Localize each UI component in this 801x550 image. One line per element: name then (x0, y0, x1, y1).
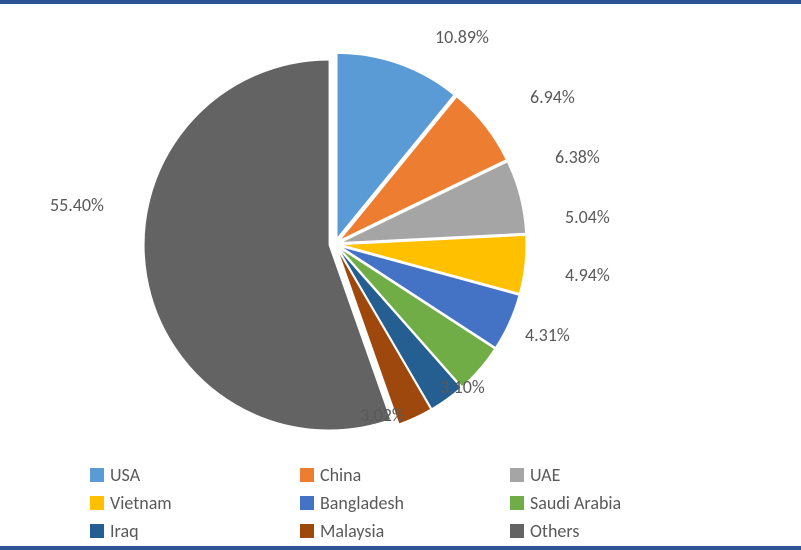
datalabel-malaysia: 3.02% (360, 404, 405, 426)
legend-item-bangladesh: Bangladesh (300, 492, 500, 514)
legend-item-iraq: Iraq (90, 520, 290, 542)
legend-label: China (320, 464, 361, 486)
datalabel-china: 6.94% (530, 86, 575, 108)
datalabel-iraq: 3.10% (440, 376, 485, 398)
datalabel-usa: 10.89% (435, 26, 489, 48)
legend-item-malaysia: Malaysia (300, 520, 500, 542)
legend-label: Others (530, 520, 579, 542)
legend-swatch-icon (90, 524, 104, 538)
datalabel-bangladesh: 4.94% (565, 264, 610, 286)
datalabel-uae: 6.38% (555, 146, 600, 168)
legend-swatch-icon (510, 496, 524, 510)
datalabel-vietnam: 5.04% (565, 206, 610, 228)
legend-item-uae: UAE (510, 464, 710, 486)
legend-swatch-icon (300, 468, 314, 482)
legend-swatch-icon (90, 468, 104, 482)
legend-label: UAE (530, 464, 560, 486)
legend-label: Vietnam (110, 492, 172, 514)
legend-label: Malaysia (320, 520, 384, 542)
pie-slices (144, 53, 526, 430)
legend-swatch-icon (90, 496, 104, 510)
legend-label: Bangladesh (320, 492, 404, 514)
legend-swatch-icon (300, 496, 314, 510)
legend-item-usa: USA (90, 464, 290, 486)
legend-item-saudi-arabia: Saudi Arabia (510, 492, 710, 514)
legend-label: Iraq (110, 520, 139, 542)
legend-item-others: Others (510, 520, 710, 542)
legend-label: USA (110, 464, 140, 486)
datalabel-saudi-arabia: 4.31% (525, 324, 570, 346)
legend-swatch-icon (510, 468, 524, 482)
legend-swatch-icon (300, 524, 314, 538)
legend-item-vietnam: Vietnam (90, 492, 290, 514)
legend-swatch-icon (510, 524, 524, 538)
pie-chart: 10.89% 6.94% 6.38% 5.04% 4.94% 4.31% 3.10% 3.02… (60, 24, 740, 454)
chart-frame: 10.89% 6.94% 6.38% 5.04% 4.94% 4.31% 3.10% 3.02… (0, 0, 801, 550)
datalabel-others: 55.40% (50, 194, 104, 216)
legend: USA China UAE Vietnam Bangladesh Saudi Arabia… (90, 464, 710, 542)
legend-label: Saudi Arabia (530, 492, 621, 514)
legend-item-china: China (300, 464, 500, 486)
pie-svg (60, 24, 740, 454)
